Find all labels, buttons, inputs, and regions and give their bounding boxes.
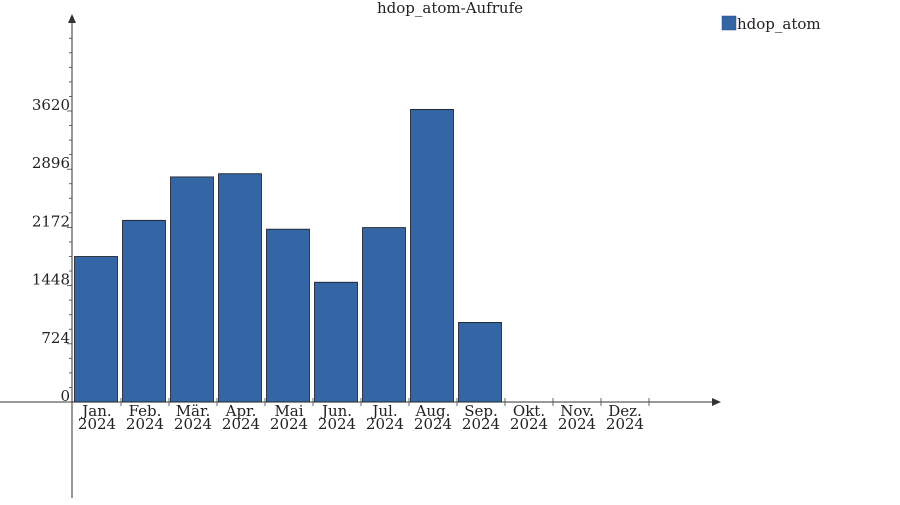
x-tick-label-year: 2024 [270,415,308,433]
legend: hdop_atom [721,15,821,33]
bar-6 [362,227,406,403]
x-tick-label-month: Jan. [80,402,111,420]
legend-swatch [721,15,737,31]
x-tick-label-month: Jun. [320,402,352,420]
y-tick-label: 2896 [32,154,70,172]
bar-3 [218,173,262,403]
x-tick-label-month: Aug. [415,402,451,420]
y-axis-arrow [68,14,76,23]
bar-2 [170,176,214,403]
bar-1 [122,219,166,403]
bar-7 [410,108,454,403]
x-tick-label-year: 2024 [126,415,164,433]
x-tick-label-year: 2024 [510,415,548,433]
x-tick-label-year: 2024 [366,415,404,433]
x-tick-label-month: Nov. [560,402,594,420]
x-tick-label-month: Feb. [129,402,162,420]
bars [74,108,502,403]
x-tick-label-year: 2024 [174,415,212,433]
tick-labels: 07241448217228963620Jan.2024Feb.2024Mär.… [32,96,644,433]
y-tick-label: 0 [60,387,70,405]
x-tick-label-year: 2024 [222,415,260,433]
x-tick-label-year: 2024 [414,415,452,433]
x-tick-label-month: Dez. [608,402,642,420]
x-tick-label-year: 2024 [318,415,356,433]
x-tick-label-month: Sep. [464,402,498,420]
x-tick-label-month: Mai [274,402,303,420]
y-tick-label: 3620 [32,96,70,114]
chart-title: hdop_atom-Aufrufe [377,0,523,17]
x-tick-label-month: Jul. [370,402,397,420]
y-tick-label: 1448 [32,271,70,289]
y-tick-label: 724 [41,329,70,347]
legend-label: hdop_atom [737,15,821,33]
x-axis-arrow [712,398,721,406]
y-tick-label: 2172 [32,212,70,230]
x-tick-label-month: Mär. [176,402,211,420]
x-tick-label-year: 2024 [78,415,116,433]
x-tick-label-year: 2024 [606,415,644,433]
x-tick-label-month: Apr. [225,402,257,420]
bar-5 [314,281,358,403]
x-tick-label-month: Okt. [513,402,545,420]
bar-4 [266,228,310,403]
bar-0 [74,256,118,403]
x-tick-label-year: 2024 [462,415,500,433]
bar-8 [458,322,502,403]
x-tick-label-year: 2024 [558,415,596,433]
